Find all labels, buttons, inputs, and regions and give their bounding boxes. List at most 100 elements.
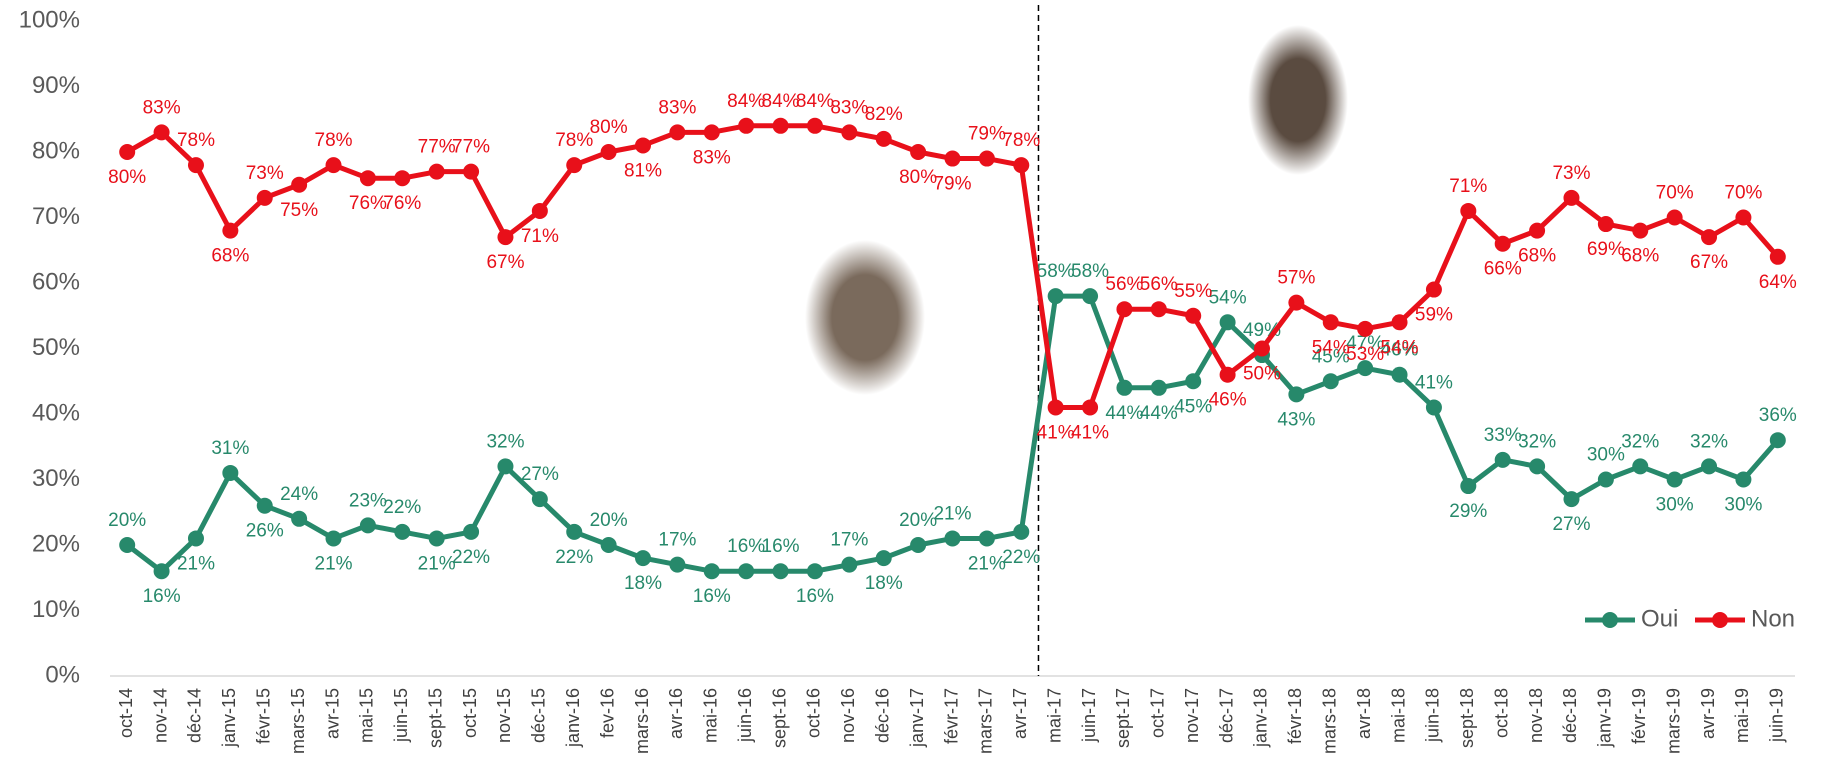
data-label: 78% — [315, 130, 353, 151]
y-tick-label: 20% — [32, 530, 80, 557]
data-point — [807, 118, 823, 134]
x-tick-label: avr-18 — [1354, 688, 1374, 739]
data-label: 70% — [1656, 183, 1694, 204]
data-point — [945, 151, 961, 167]
data-label: 69% — [1587, 239, 1625, 260]
data-point — [1288, 295, 1304, 311]
data-point — [394, 170, 410, 186]
data-point — [876, 131, 892, 147]
x-tick-label: oct-17 — [1148, 688, 1168, 738]
x-tick-label: déc-18 — [1560, 688, 1580, 743]
data-point — [1563, 190, 1579, 206]
data-label: 45% — [1174, 396, 1212, 417]
data-label: 27% — [1552, 514, 1590, 535]
data-label: 82% — [865, 104, 903, 125]
data-label: 21% — [315, 553, 353, 574]
data-point — [119, 144, 135, 160]
data-label: 66% — [1484, 259, 1522, 280]
data-label: 68% — [1621, 246, 1659, 267]
data-point — [1598, 216, 1614, 232]
data-label: 27% — [521, 464, 559, 485]
data-point — [326, 157, 342, 173]
data-label: 54% — [1209, 287, 1247, 308]
data-label: 83% — [693, 147, 731, 168]
data-point — [601, 144, 617, 160]
data-label: 80% — [108, 167, 146, 188]
y-tick-label: 70% — [32, 203, 80, 230]
data-point — [1667, 472, 1683, 488]
x-tick-label: mars-15 — [288, 688, 308, 754]
data-point — [910, 144, 926, 160]
data-label: 79% — [968, 124, 1006, 145]
x-tick-label: nov-16 — [838, 688, 858, 743]
data-label: 80% — [590, 117, 628, 138]
data-label: 56% — [1105, 274, 1143, 295]
x-tick-label: mai-18 — [1388, 688, 1408, 743]
data-point — [1220, 314, 1236, 330]
data-label: 16% — [727, 536, 765, 557]
data-point — [841, 124, 857, 140]
data-label: 26% — [246, 521, 284, 542]
data-label: 81% — [624, 160, 662, 181]
x-tick-label: janv-15 — [219, 688, 239, 748]
data-point — [188, 530, 204, 546]
data-point — [497, 458, 513, 474]
data-point — [1254, 341, 1270, 357]
data-point — [566, 157, 582, 173]
data-point — [1426, 282, 1442, 298]
legend-marker — [1602, 612, 1618, 628]
data-point — [1323, 314, 1339, 330]
data-label: 73% — [1552, 163, 1590, 184]
x-tick-label: juin-19 — [1767, 688, 1787, 743]
data-point — [635, 550, 651, 566]
x-tick-label: mai-15 — [357, 688, 377, 743]
data-label: 64% — [1759, 272, 1797, 293]
x-tick-label: nov-15 — [494, 688, 514, 743]
data-label: 54% — [1381, 337, 1419, 358]
data-label: 22% — [555, 547, 593, 568]
data-label: 41% — [1037, 422, 1075, 443]
x-tick-label: oct-15 — [460, 688, 480, 738]
data-label: 32% — [486, 431, 524, 452]
data-point — [1632, 458, 1648, 474]
data-point — [669, 124, 685, 140]
data-label: 76% — [383, 193, 421, 214]
series-line — [127, 126, 1778, 408]
x-tick-label: sept-15 — [425, 688, 445, 748]
legend-marker — [1712, 612, 1728, 628]
data-point — [1667, 210, 1683, 226]
data-label: 68% — [1518, 246, 1556, 267]
data-point — [1529, 223, 1545, 239]
x-tick-label: janv-16 — [563, 688, 583, 748]
data-point — [154, 563, 170, 579]
data-label: 20% — [899, 510, 937, 531]
data-point — [532, 491, 548, 507]
y-tick-label: 60% — [32, 268, 80, 295]
data-point — [429, 164, 445, 180]
data-label: 76% — [349, 193, 387, 214]
data-label: 32% — [1621, 431, 1659, 452]
data-point — [1357, 321, 1373, 337]
data-point — [1735, 472, 1751, 488]
x-tick-label: oct-14 — [116, 688, 136, 738]
data-point — [1185, 308, 1201, 324]
data-point — [601, 537, 617, 553]
x-tick-label: oct-16 — [804, 688, 824, 738]
data-point — [1598, 472, 1614, 488]
data-label: 33% — [1484, 425, 1522, 446]
data-point — [1013, 524, 1029, 540]
data-point — [876, 550, 892, 566]
data-point — [1220, 367, 1236, 383]
x-tick-label: juin-17 — [1079, 688, 1099, 743]
x-tick-label: févr-15 — [253, 688, 273, 744]
data-label: 22% — [1002, 547, 1040, 568]
data-label: 55% — [1174, 281, 1212, 302]
x-tick-label: oct-18 — [1491, 688, 1511, 738]
x-tick-label: juin-15 — [391, 688, 411, 743]
x-tick-label: sept-17 — [1113, 688, 1133, 748]
data-point — [188, 157, 204, 173]
data-label: 44% — [1140, 403, 1178, 424]
x-tick-label: avr-17 — [1010, 688, 1030, 739]
data-point — [669, 557, 685, 573]
data-label: 77% — [452, 137, 490, 158]
